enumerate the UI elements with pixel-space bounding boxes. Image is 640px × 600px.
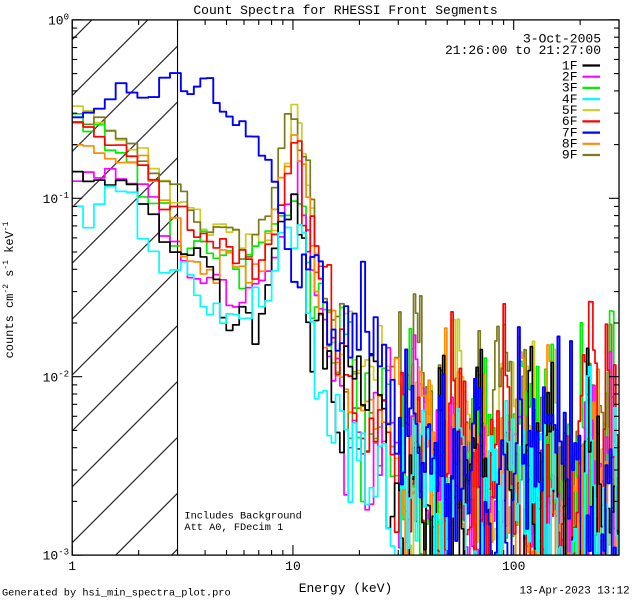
svg-text:10-2: 10-2 [43,369,69,385]
svg-text:10: 10 [285,559,301,574]
svg-text:Count Spectra for RHESSI Front: Count Spectra for RHESSI Front Segments [193,3,497,18]
svg-text:counts cm-2 s-1 keV-1: counts cm-2 s-1 keV-1 [2,221,17,358]
svg-text:Att A0, FDecim 1: Att A0, FDecim 1 [184,522,283,534]
svg-text:1: 1 [68,559,76,574]
svg-text:10-1: 10-1 [43,191,69,207]
svg-text:Generated by hsi_min_spectra_p: Generated by hsi_min_spectra_plot.pro [2,588,231,600]
svg-text:13-Apr-2023 13:12: 13-Apr-2023 13:12 [519,585,629,597]
svg-text:21:26:00 to 21:27:00: 21:26:00 to 21:27:00 [445,43,601,58]
svg-text:100: 100 [502,559,525,574]
svg-text:10-3: 10-3 [43,548,69,564]
svg-text:Includes Background: Includes Background [184,510,301,522]
svg-text:9F: 9F [562,148,578,163]
svg-text:Energy (keV): Energy (keV) [299,581,393,596]
svg-text:100: 100 [48,13,69,29]
